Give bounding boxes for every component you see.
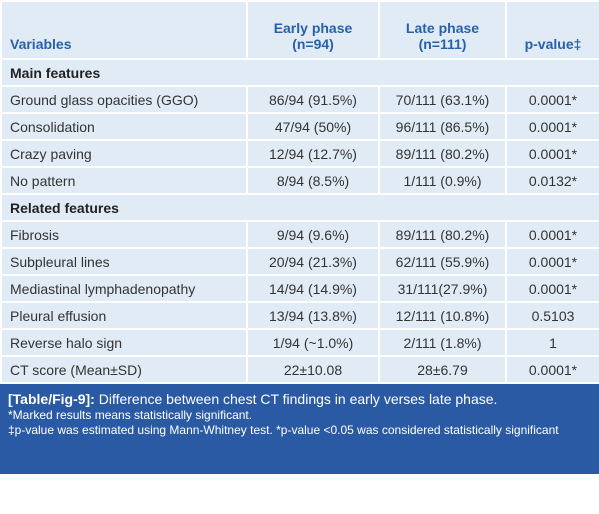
cell: 0.5103 (505, 301, 599, 330)
cell: 9/94 (9.6%) (246, 220, 380, 249)
header-row: Variables Early phase (n=94) Late phase (n=1… (0, 0, 599, 60)
cell: Pleural effusion (0, 301, 248, 330)
cell: 1/94 (~1.0%) (246, 328, 380, 357)
table: Variables Early phase (n=94) Late phase (n=1… (0, 0, 599, 384)
data-row: No pattern 8/94 (8.5%) 1/111 (0.9%) 0.0132* (0, 166, 599, 195)
data-row: Consolidation 47/94 (50%) 96/111 (86.5%) 0.… (0, 112, 599, 141)
cell: Fibrosis (0, 220, 248, 249)
header-text: Late phase (405, 20, 480, 36)
header-text: (n=111) (418, 36, 467, 52)
cell: 0.0001* (505, 112, 599, 141)
cell: 31/111(27.9%) (378, 274, 507, 303)
data-row: Fibrosis 9/94 (9.6%) 89/111 (80.2%) 0.0001* (0, 220, 599, 249)
cell: 1/111 (0.9%) (378, 166, 507, 195)
cell: Ground glass opacities (GGO) (0, 85, 248, 114)
caption-line: [Table/Fig-9]: Difference between chest … (8, 390, 591, 408)
data-row: Mediastinal lymphadenopathy 14/94 (14.9%)… (0, 274, 599, 303)
cell: 8/94 (8.5%) (246, 166, 380, 195)
cell: 13/94 (13.8%) (246, 301, 380, 330)
table-body: Main features Ground glass opacities (GGO… (0, 58, 599, 384)
cell: No pattern (0, 166, 248, 195)
cell: 22±10.08 (246, 355, 380, 384)
cell: 89/111 (80.2%) (378, 139, 507, 168)
cell: 0.0001* (505, 139, 599, 168)
data-row: Subpleural lines 20/94 (21.3%) 62/111 (55.… (0, 247, 599, 276)
data-row: Ground glass opacities (GGO) 86/94 (91.5%… (0, 85, 599, 114)
header-cell: Early phase (n=94) (246, 0, 380, 60)
cell: CT score (Mean±SD) (0, 355, 248, 384)
header-text: Variables (10, 36, 72, 52)
cell: 96/111 (86.5%) (378, 112, 507, 141)
cell: 89/111 (80.2%) (378, 220, 507, 249)
cell: 2/111 (1.8%) (378, 328, 507, 357)
cell: 20/94 (21.3%) (246, 247, 380, 276)
section-title: Related features (0, 193, 599, 222)
cell: Consolidation (0, 112, 248, 141)
cell: Crazy paving (0, 139, 248, 168)
caption: [Table/Fig-9]: Difference between chest … (0, 384, 599, 474)
cell: 86/94 (91.5%) (246, 85, 380, 114)
cell: 12/111 (10.8%) (378, 301, 507, 330)
caption-note: *Marked results means statistically sign… (8, 408, 253, 422)
cell: 0.0001* (505, 355, 599, 384)
data-row: Crazy paving 12/94 (12.7%) 89/111 (80.2%) 0… (0, 139, 599, 168)
cell: 1 (505, 328, 599, 357)
header-text: Early phase (273, 20, 353, 36)
cell: 47/94 (50%) (246, 112, 380, 141)
cell: 70/111 (63.1%) (378, 85, 507, 114)
cell: 62/111 (55.9%) (378, 247, 507, 276)
cell: 0.0001* (505, 247, 599, 276)
cell: 0.0001* (505, 85, 599, 114)
cell: 14/94 (14.9%) (246, 274, 380, 303)
data-row: Reverse halo sign 1/94 (~1.0%) 2/111 (1.8%… (0, 328, 599, 357)
header-text: p-value‡ (524, 36, 582, 52)
section-row: Main features (0, 58, 599, 87)
cell: 0.0132* (505, 166, 599, 195)
cell: 0.0001* (505, 274, 599, 303)
section-title: Main features (0, 58, 599, 87)
caption-label: [Table/Fig-9]: (8, 391, 95, 407)
header-cell: Late phase (n=111) (378, 0, 507, 60)
header-cell: p-value‡ (505, 0, 599, 60)
caption-note: ‡p-value was estimated using Mann-Whitne… (8, 423, 559, 437)
header-cell: Variables (0, 0, 248, 60)
cell: 12/94 (12.7%) (246, 139, 380, 168)
cell: Mediastinal lymphadenopathy (0, 274, 248, 303)
section-row: Related features (0, 193, 599, 222)
header-text: (n=94) (292, 36, 334, 52)
cell: Reverse halo sign (0, 328, 248, 357)
data-row: CT score (Mean±SD) 22±10.08 28±6.79 0.0001* (0, 355, 599, 384)
data-row: Pleural effusion 13/94 (13.8%) 12/111 (10.… (0, 301, 599, 330)
cell: Subpleural lines (0, 247, 248, 276)
cell: 0.0001* (505, 220, 599, 249)
caption-text: Difference between chest CT findings in … (98, 391, 498, 407)
cell: 28±6.79 (378, 355, 507, 384)
